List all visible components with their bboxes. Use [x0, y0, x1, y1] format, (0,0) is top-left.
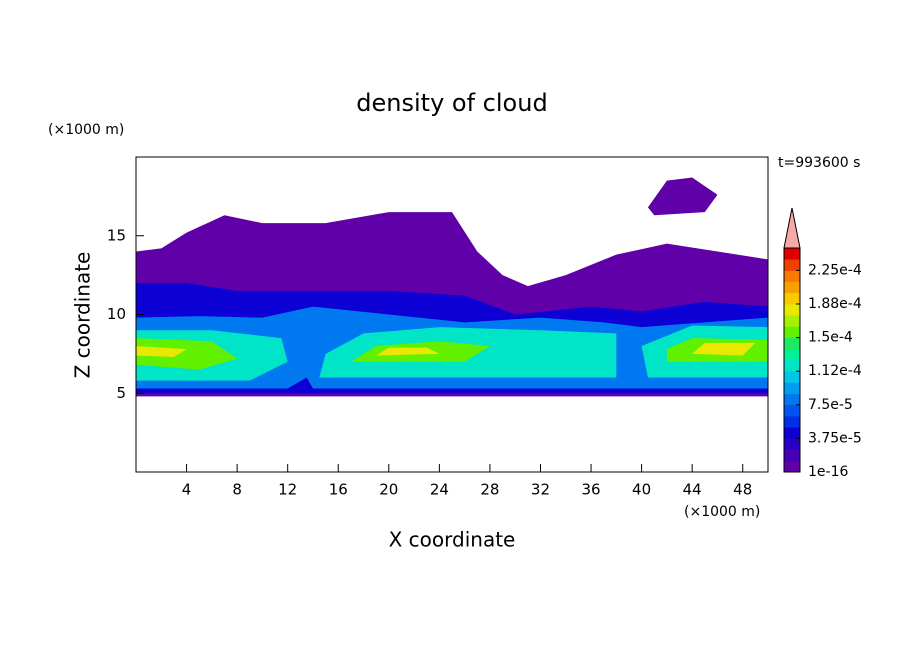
y-tick-label: 10	[107, 305, 126, 323]
x-tick-label: 36	[581, 481, 600, 499]
colorbar-tick-label: 2.25e-4	[808, 262, 862, 278]
colorbar-band	[784, 449, 800, 462]
colorbar-band	[784, 348, 800, 361]
colorbar-band	[784, 393, 800, 406]
colorbar-band	[784, 304, 800, 316]
colorbar-band	[784, 371, 800, 383]
x-tick-label: 20	[379, 481, 398, 499]
x-tick-label: 28	[480, 481, 499, 499]
colorbar-tick-label: 7.5e-5	[808, 397, 853, 413]
x-tick-label: 44	[683, 481, 702, 499]
colorbar-band	[784, 326, 800, 338]
colorbar-tick-label: 3.75e-5	[808, 430, 862, 446]
x-tick-label: 4	[182, 481, 192, 499]
x-tick-label: 48	[733, 481, 752, 499]
colorbar-band	[784, 404, 800, 417]
colorbar-extend	[783, 207, 801, 249]
time-label: t=993600 s	[778, 155, 860, 171]
y-tick-label: 5	[116, 384, 126, 402]
x-tick-label: 8	[232, 481, 242, 499]
colorbar-band	[784, 438, 800, 450]
x-tick-label: 16	[329, 481, 348, 499]
colorbar-band	[784, 460, 800, 473]
x-tick-label: 12	[278, 481, 297, 499]
contour-region	[136, 346, 187, 358]
y-tick-label: 15	[107, 226, 126, 244]
colorbar-band	[784, 382, 800, 394]
colorbar-tick-label: 1.88e-4	[808, 296, 862, 312]
colorbar-band	[784, 337, 800, 350]
colorbar-band	[784, 292, 800, 305]
y-unit: (×1000 m)	[48, 122, 124, 138]
contour-region	[692, 342, 756, 356]
colorbar-band	[784, 248, 800, 260]
colorbar-tick-label: 1.5e-4	[808, 330, 853, 346]
colorbar-band	[784, 259, 800, 271]
colorbar-band	[784, 416, 800, 428]
x-axis-label: X coordinate	[389, 528, 516, 552]
x-tick-label: 40	[632, 481, 651, 499]
contour-region	[136, 338, 238, 370]
colorbar-band	[784, 427, 800, 439]
colorbar-band	[784, 360, 800, 372]
x-unit: (×1000 m)	[684, 504, 760, 520]
colorbar-band	[784, 281, 800, 294]
chart-title: density of cloud	[356, 89, 547, 117]
colorbar-frame	[783, 247, 801, 473]
y-axis-label: Z coordinate	[71, 252, 95, 379]
x-tick-label: 24	[430, 481, 449, 499]
colorbar-tick-label: 1.12e-4	[808, 363, 862, 379]
contour-region	[376, 347, 440, 356]
colorbar-tick-label: 1e-16	[808, 464, 848, 480]
x-tick-label: 32	[531, 481, 550, 499]
colorbar-band	[784, 270, 800, 282]
colorbar-band	[784, 315, 800, 327]
contour-region	[647, 177, 718, 216]
